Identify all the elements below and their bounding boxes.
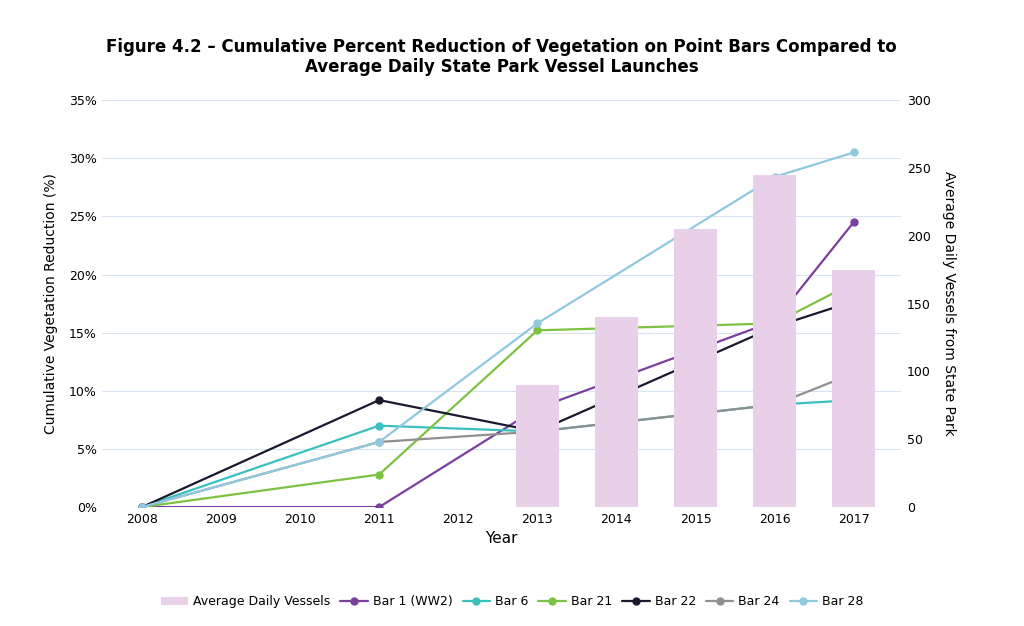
Bar 24	[136, 503, 148, 511]
Bar 28	[768, 173, 780, 181]
Bar 1 (WW2)	[136, 503, 148, 511]
Bar 28	[848, 149, 860, 156]
Bar 6	[768, 401, 780, 409]
Line: Bar 24: Bar 24	[138, 370, 857, 511]
Bar	[831, 270, 876, 507]
Bar 24	[531, 428, 544, 435]
Bar 21	[531, 327, 544, 334]
Bar 24	[768, 401, 780, 409]
Bar 21	[373, 471, 385, 478]
Bar 28	[531, 320, 544, 327]
Bar 1 (WW2)	[531, 404, 544, 412]
Bar 22	[768, 323, 780, 331]
X-axis label: Year: Year	[485, 531, 518, 546]
Bar 1 (WW2)	[848, 218, 860, 226]
Bar	[516, 385, 559, 507]
Line: Bar 1 (WW2): Bar 1 (WW2)	[138, 218, 857, 511]
Bar 24	[848, 369, 860, 377]
Line: Bar 22: Bar 22	[138, 298, 857, 511]
Bar 6	[848, 396, 860, 404]
Bar 28	[136, 503, 148, 511]
Bar	[674, 229, 717, 507]
Title: Figure 4.2 – Cumulative Percent Reduction of Vegetation on Point Bars Compared t: Figure 4.2 – Cumulative Percent Reductio…	[106, 38, 897, 76]
Bar	[595, 317, 638, 507]
Bar 1 (WW2)	[768, 317, 780, 325]
Bar 22	[373, 396, 385, 404]
Bar 6	[373, 422, 385, 429]
Bar 1 (WW2)	[373, 503, 385, 511]
Bar	[753, 175, 797, 507]
Bar 22	[848, 297, 860, 305]
Bar 22	[531, 428, 544, 435]
Bar 22	[136, 503, 148, 511]
Y-axis label: Cumulative Vegetation Reduction (%): Cumulative Vegetation Reduction (%)	[44, 173, 58, 434]
Bar 21	[136, 503, 148, 511]
Legend: Average Daily Vessels, Bar 1 (WW2), Bar 6, Bar 21, Bar 22, Bar 24, Bar 28: Average Daily Vessels, Bar 1 (WW2), Bar …	[156, 590, 868, 613]
Bar 6	[531, 428, 544, 435]
Bar 24	[373, 438, 385, 446]
Line: Bar 21: Bar 21	[138, 279, 857, 511]
Bar 21	[848, 279, 860, 287]
Y-axis label: Average Daily Vessels from State Park: Average Daily Vessels from State Park	[942, 172, 955, 436]
Bar 21	[768, 320, 780, 327]
Bar 6	[136, 503, 148, 511]
Line: Bar 28: Bar 28	[138, 149, 857, 511]
Bar 28	[373, 438, 385, 446]
Line: Bar 6: Bar 6	[138, 397, 857, 511]
